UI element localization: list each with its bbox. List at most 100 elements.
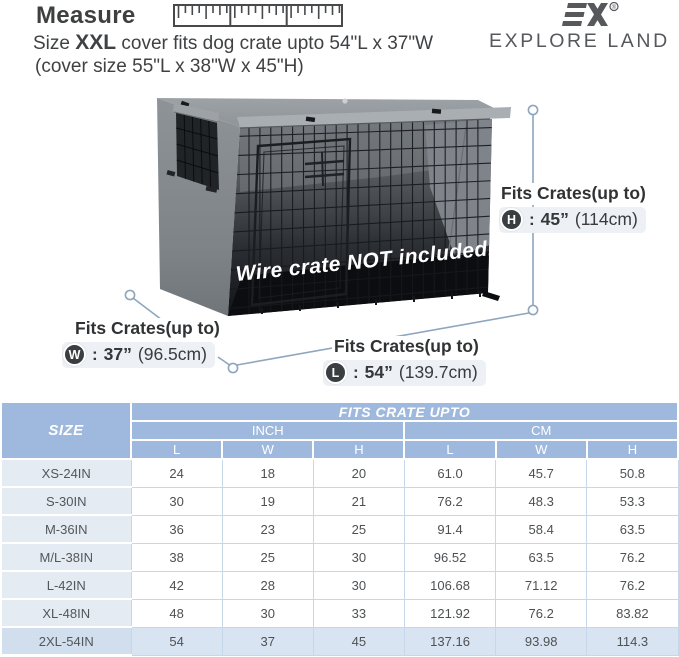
value-cell: 53.3 (586, 486, 679, 516)
value-cell: 33 (312, 598, 405, 628)
side-window (176, 112, 219, 190)
value-cell: 23 (221, 514, 314, 544)
value-cell: 58.4 (495, 514, 588, 544)
value-cell: 114.3 (586, 626, 679, 656)
value-cell: 37 (221, 626, 314, 656)
size-cell: XL-48IN (0, 598, 132, 628)
value-cell: 24 (130, 458, 223, 488)
callout-height-value: H : 45” (114cm) (499, 207, 646, 233)
roll-shadow-line (239, 118, 491, 129)
inch-header: INCH (129, 420, 406, 441)
value-cell: 38 (130, 542, 223, 572)
size-cell: XS-24IN (0, 458, 132, 488)
height-letter-icon: H (500, 208, 523, 231)
cover-roll-edge (237, 107, 511, 128)
value-cell: 106.68 (403, 570, 497, 600)
callout-length-value: L : 54” (139.7cm) (323, 360, 486, 386)
table-row: M/L-38IN 38 25 30 96.52 63.5 76.2 (0, 542, 679, 572)
dim-header-inch-w: W (221, 439, 315, 460)
value-cell: 76.2 (403, 486, 497, 516)
value-cell: 76.2 (495, 598, 588, 628)
table-row: M-36IN 36 23 25 91.4 58.4 63.5 (0, 514, 679, 544)
fits-crate-upto-header: FITS CRATE UPTO (130, 401, 679, 422)
value-cell: 83.82 (586, 598, 679, 628)
separator: : (529, 209, 535, 229)
dim-header-inch-h: H (312, 439, 406, 460)
value-cell: 48.3 (495, 486, 588, 516)
value-cell: 93.98 (495, 626, 588, 656)
value-cell: 21 (312, 486, 405, 516)
leader-endpoint (527, 304, 539, 316)
crate-door (250, 137, 352, 307)
value-cell: 63.5 (495, 542, 588, 572)
height-metric: (114cm) (574, 209, 638, 229)
value-cell: 50.8 (586, 458, 679, 488)
width-letter-icon: W (63, 343, 86, 366)
brand-name: EXPLORE LAND (489, 30, 670, 52)
value-cell: 20 (312, 458, 405, 488)
window-strap-icon (205, 186, 218, 193)
callout-width: Fits Crates(up to) W : 37” (96.5cm) (62, 318, 223, 368)
size-cell: 2XL-54IN (0, 626, 132, 656)
size-table-header: SIZE FITS CRATE UPTO INCH CM L W H L W H (0, 401, 679, 460)
size-cell: M-36IN (0, 514, 132, 544)
table-row: XL-48IN 48 30 33 121.92 76.2 83.82 (0, 598, 679, 628)
door-latch-icon (304, 151, 345, 187)
value-cell: 91.4 (403, 514, 497, 544)
leader-line-width-tail (217, 356, 232, 367)
value-cell: 19 (221, 486, 314, 516)
value-cell: 71.12 (495, 570, 588, 600)
value-cell: 30 (130, 486, 223, 516)
callout-length-label: Fits Crates(up to) (332, 336, 482, 358)
value-cell: 30 (312, 570, 405, 600)
cover-clip-icons (180, 100, 442, 123)
value-cell: 76.2 (586, 542, 679, 572)
size-description: Size XXL cover fits dog crate upto 54"L … (33, 31, 433, 55)
window-flap-roll (173, 103, 219, 123)
cover-size-description: (cover size 55"L x 38"W x 45"H) (35, 56, 304, 77)
value-cell: 76.2 (586, 570, 679, 600)
length-metric: (139.7cm) (398, 362, 478, 382)
value-cell: 48 (130, 598, 223, 628)
dim-header-cm-h: H (585, 439, 679, 460)
callout-length: Fits Crates(up to) L : 54” (139.7cm) (323, 336, 486, 386)
page-title: Measure (36, 2, 136, 29)
ruler-icon (173, 4, 343, 27)
size-prefix: Size (33, 33, 76, 54)
value-cell: 45.7 (495, 458, 588, 488)
vent-grommet-icon (342, 98, 348, 104)
size-table-body: XS-24IN 24 18 20 61.0 45.7 50.8 S-30IN 30 19 21 76.… (0, 458, 679, 656)
value-cell: 28 (221, 570, 314, 600)
window-mesh (176, 113, 219, 188)
leader-endpoint (527, 104, 539, 116)
value-cell: 45 (312, 626, 405, 656)
callout-width-label: Fits Crates(up to) (73, 318, 223, 340)
size-suffix: cover fits dog crate upto 54"L x 37"W (116, 33, 434, 54)
separator: : (92, 344, 98, 364)
value-cell: 61.0 (403, 458, 497, 488)
front-mesh (228, 119, 492, 315)
draped-cover (425, 119, 492, 257)
separator: : (353, 362, 359, 382)
value-cell: 36 (130, 514, 223, 544)
size-value: XXL (75, 31, 117, 54)
cm-header: CM (403, 420, 679, 441)
height-value: 45” (540, 209, 569, 229)
cover-fold-line (448, 126, 467, 251)
value-cell: 63.5 (586, 514, 679, 544)
callout-width-value: W : 37” (96.5cm) (62, 342, 215, 368)
value-cell: 25 (221, 542, 314, 572)
width-metric: (96.5cm) (137, 344, 207, 364)
length-letter-icon: L (324, 361, 347, 384)
value-cell: 137.16 (403, 626, 497, 656)
dim-header-cm-w: W (494, 439, 588, 460)
callout-height-label: Fits Crates(up to) (499, 183, 649, 205)
size-cell: S-30IN (0, 486, 132, 516)
callout-height: Fits Crates(up to) H : 45” (114cm) (499, 183, 649, 233)
side-strap-icon (166, 170, 176, 177)
size-column-header: SIZE (0, 401, 132, 460)
value-cell: 42 (130, 570, 223, 600)
value-cell: 30 (312, 542, 405, 572)
value-cell: 121.92 (403, 598, 497, 628)
value-cell: 30 (221, 598, 314, 628)
